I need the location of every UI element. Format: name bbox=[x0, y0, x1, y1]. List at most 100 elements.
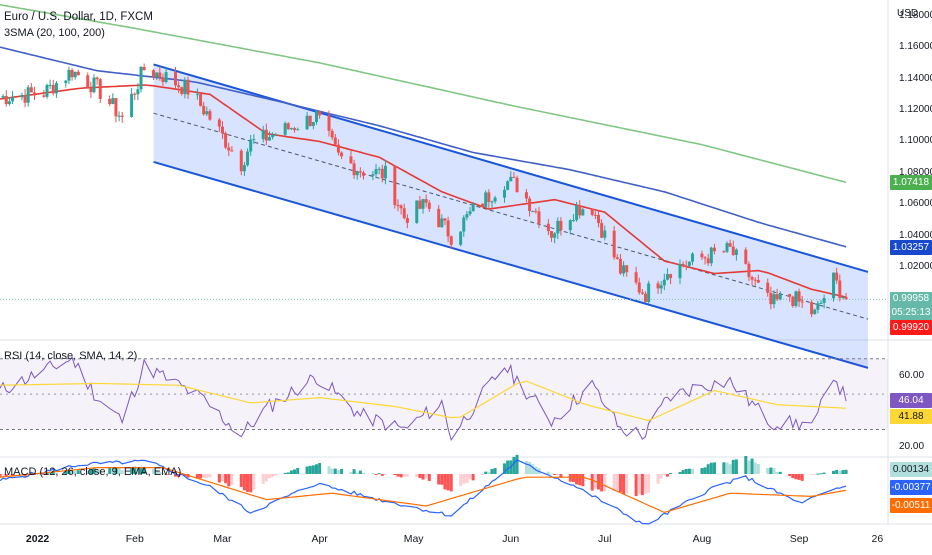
candle bbox=[183, 79, 187, 95]
candle bbox=[471, 203, 475, 212]
macd-histogram-bar bbox=[393, 474, 397, 476]
macd-histogram-bar bbox=[797, 474, 801, 480]
macd-histogram-bar bbox=[205, 474, 209, 479]
candle bbox=[709, 247, 713, 264]
candle bbox=[766, 282, 770, 293]
macd-histogram-bar bbox=[377, 473, 381, 475]
macd-histogram-bar bbox=[349, 472, 353, 474]
sma-20-line bbox=[0, 84, 847, 298]
candle bbox=[195, 94, 199, 96]
candle bbox=[747, 263, 751, 277]
candle bbox=[186, 79, 190, 95]
candle bbox=[264, 129, 268, 141]
macd-histogram-bar bbox=[465, 474, 469, 484]
macd-histogram-bar bbox=[11, 474, 15, 476]
macd-histogram-bar bbox=[424, 474, 428, 479]
macd-histogram-bar bbox=[722, 462, 726, 474]
macd-histogram-bar bbox=[246, 474, 250, 492]
candle bbox=[753, 279, 757, 281]
macd-histogram-bar bbox=[772, 468, 776, 474]
macd-histogram-bar bbox=[199, 474, 203, 479]
macd-histogram-bar bbox=[471, 474, 475, 481]
candle bbox=[289, 128, 293, 130]
candle bbox=[89, 87, 93, 93]
macd-histogram-bar bbox=[289, 470, 293, 474]
candle bbox=[4, 95, 8, 105]
macd-histogram-bar bbox=[296, 468, 300, 474]
candle bbox=[136, 89, 140, 95]
candle bbox=[725, 243, 729, 252]
candle bbox=[261, 129, 265, 140]
candle bbox=[691, 253, 695, 262]
macd-histogram-bar bbox=[712, 462, 716, 474]
candle bbox=[377, 168, 381, 170]
macd-histogram-bar bbox=[597, 474, 601, 490]
candle bbox=[622, 265, 626, 274]
macd-histogram-bar bbox=[647, 474, 651, 493]
macd-histogram-bar bbox=[73, 470, 77, 474]
macd-histogram-bar bbox=[421, 474, 425, 480]
macd-histogram-bar bbox=[678, 472, 682, 474]
axis-unit: USD bbox=[897, 8, 919, 19]
macd-histogram-bar bbox=[224, 474, 228, 484]
candle bbox=[778, 294, 782, 300]
candle bbox=[120, 115, 124, 117]
x-tick-label: Apr bbox=[311, 533, 328, 545]
macd-signal-badge: -0.00511 bbox=[890, 498, 932, 513]
candle bbox=[590, 209, 594, 215]
last-price-value: 0.99958 bbox=[892, 293, 930, 305]
macd-histogram-bar bbox=[468, 474, 472, 480]
x-tick-label: Jun bbox=[502, 533, 520, 545]
candle bbox=[133, 93, 137, 95]
rsi-tick-label: 20.00 bbox=[899, 441, 925, 453]
macd-histogram-bar bbox=[98, 470, 102, 474]
macd-histogram-bar bbox=[89, 469, 93, 474]
candle bbox=[731, 246, 735, 255]
macd-histogram-bar bbox=[111, 468, 115, 474]
candle bbox=[775, 294, 779, 300]
macd-histogram-bar bbox=[293, 469, 297, 474]
macd-histogram-bar bbox=[590, 474, 594, 491]
macd-histogram-bar bbox=[358, 470, 362, 474]
candle bbox=[296, 129, 300, 131]
macd-histogram-bar bbox=[202, 474, 206, 479]
chart-title: Euro / U.S. Dollar, 1D, FXCM bbox=[4, 11, 153, 23]
macd-histogram-bar bbox=[336, 469, 340, 474]
candle bbox=[810, 302, 814, 315]
macd-histogram-bar bbox=[437, 474, 441, 485]
x-tick-label: Sep bbox=[789, 533, 809, 545]
macd-histogram-bar bbox=[443, 474, 447, 490]
indicator-label: 3SMA (20, 100, 200) bbox=[4, 27, 105, 39]
macd-histogram-bar bbox=[568, 474, 572, 482]
macd-histogram-bar bbox=[703, 467, 707, 474]
macd-histogram-bar bbox=[396, 474, 400, 477]
macd-histogram-bar bbox=[446, 474, 450, 491]
candle bbox=[647, 283, 651, 302]
macd-histogram-bar bbox=[659, 474, 663, 479]
macd-histogram-bar bbox=[252, 474, 256, 490]
candle bbox=[108, 98, 112, 105]
macd-histogram-bar bbox=[822, 472, 826, 474]
macd-histogram-bar bbox=[706, 464, 710, 474]
x-tick-label: Jul bbox=[598, 533, 612, 545]
candle bbox=[111, 98, 115, 105]
candle bbox=[490, 201, 494, 203]
macd-histogram-bar bbox=[152, 468, 156, 474]
macd-histogram-bar bbox=[622, 474, 626, 495]
y-tick-label: 1.16000 bbox=[899, 41, 932, 53]
candle bbox=[158, 72, 162, 78]
macd-histogram-bar bbox=[844, 469, 848, 474]
macd-histogram-bar bbox=[600, 474, 604, 492]
candle bbox=[512, 176, 516, 178]
macd-histogram-bar bbox=[267, 474, 271, 479]
macd-histogram-bar bbox=[810, 474, 814, 475]
y-tick-label: 1.14000 bbox=[899, 72, 932, 84]
macd-histogram-bar bbox=[173, 474, 177, 477]
macd-histogram-bar bbox=[355, 472, 359, 474]
candle bbox=[371, 174, 375, 176]
macd-histogram-bar bbox=[581, 474, 585, 487]
candle bbox=[380, 168, 384, 179]
macd-histogram-bar bbox=[136, 467, 140, 474]
macd-histogram-bar bbox=[725, 462, 729, 474]
